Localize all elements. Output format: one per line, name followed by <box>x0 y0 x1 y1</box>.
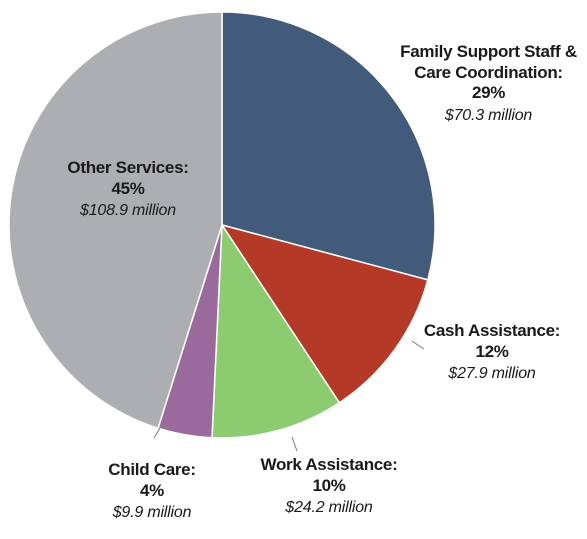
slice-amount: $70.3 million <box>444 107 533 125</box>
slice-name: Work Assistance: <box>260 455 398 474</box>
slice-amount: $9.9 million <box>112 504 192 522</box>
slice-amount: $108.9 million <box>80 202 176 220</box>
pie-slice-family-support-staff-care-coordination <box>221 11 436 281</box>
slice-label-family-support: Family Support Staff & Care Coordination… <box>396 42 581 126</box>
slice-percent: 10% <box>312 475 346 495</box>
pie-slice-other-services <box>8 11 223 429</box>
slice-label-other-services: Other Services: 45% $108.9 million <box>48 158 208 221</box>
slice-name: Cash Assistance: <box>423 321 561 340</box>
slice-percent: 4% <box>140 480 164 500</box>
leader-lines <box>153 340 425 452</box>
slice-percent: 12% <box>475 341 509 361</box>
slice-label-child-care: Child Care: 4% $9.9 million <box>92 460 212 523</box>
slice-amount: $24.2 million <box>285 499 373 517</box>
slice-amount: $27.9 million <box>448 365 536 383</box>
pie-slices <box>8 11 436 439</box>
slice-percent: 45% <box>111 178 145 198</box>
slice-label-work-assistance: Work Assistance: 10% $24.2 million <box>254 455 404 518</box>
leader-line-child-care <box>153 427 161 439</box>
slice-name: Family Support Staff & Care Coordination… <box>400 42 577 82</box>
slice-name: Child Care: <box>108 460 196 479</box>
leader-line-work-assistance <box>291 436 298 452</box>
leader-line-cash-assistance <box>411 340 425 350</box>
pie-slice-work-assistance <box>211 224 341 439</box>
slice-name: Other Services: <box>67 158 189 177</box>
slice-label-cash-assistance: Cash Assistance: 12% $27.9 million <box>412 321 572 384</box>
pie-slice-cash-assistance <box>221 224 429 404</box>
slice-percent: 29% <box>471 83 506 103</box>
